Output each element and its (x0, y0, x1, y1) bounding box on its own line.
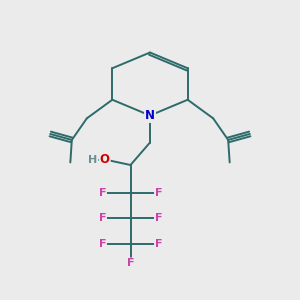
Text: F: F (127, 258, 134, 268)
Text: N: N (145, 109, 155, 122)
Text: F: F (155, 213, 163, 223)
Text: F: F (98, 213, 106, 223)
Text: F: F (155, 238, 163, 249)
Text: F: F (98, 238, 106, 249)
Text: O: O (100, 153, 110, 166)
Text: F: F (155, 188, 163, 198)
Text: F: F (98, 188, 106, 198)
Text: H: H (88, 154, 97, 165)
